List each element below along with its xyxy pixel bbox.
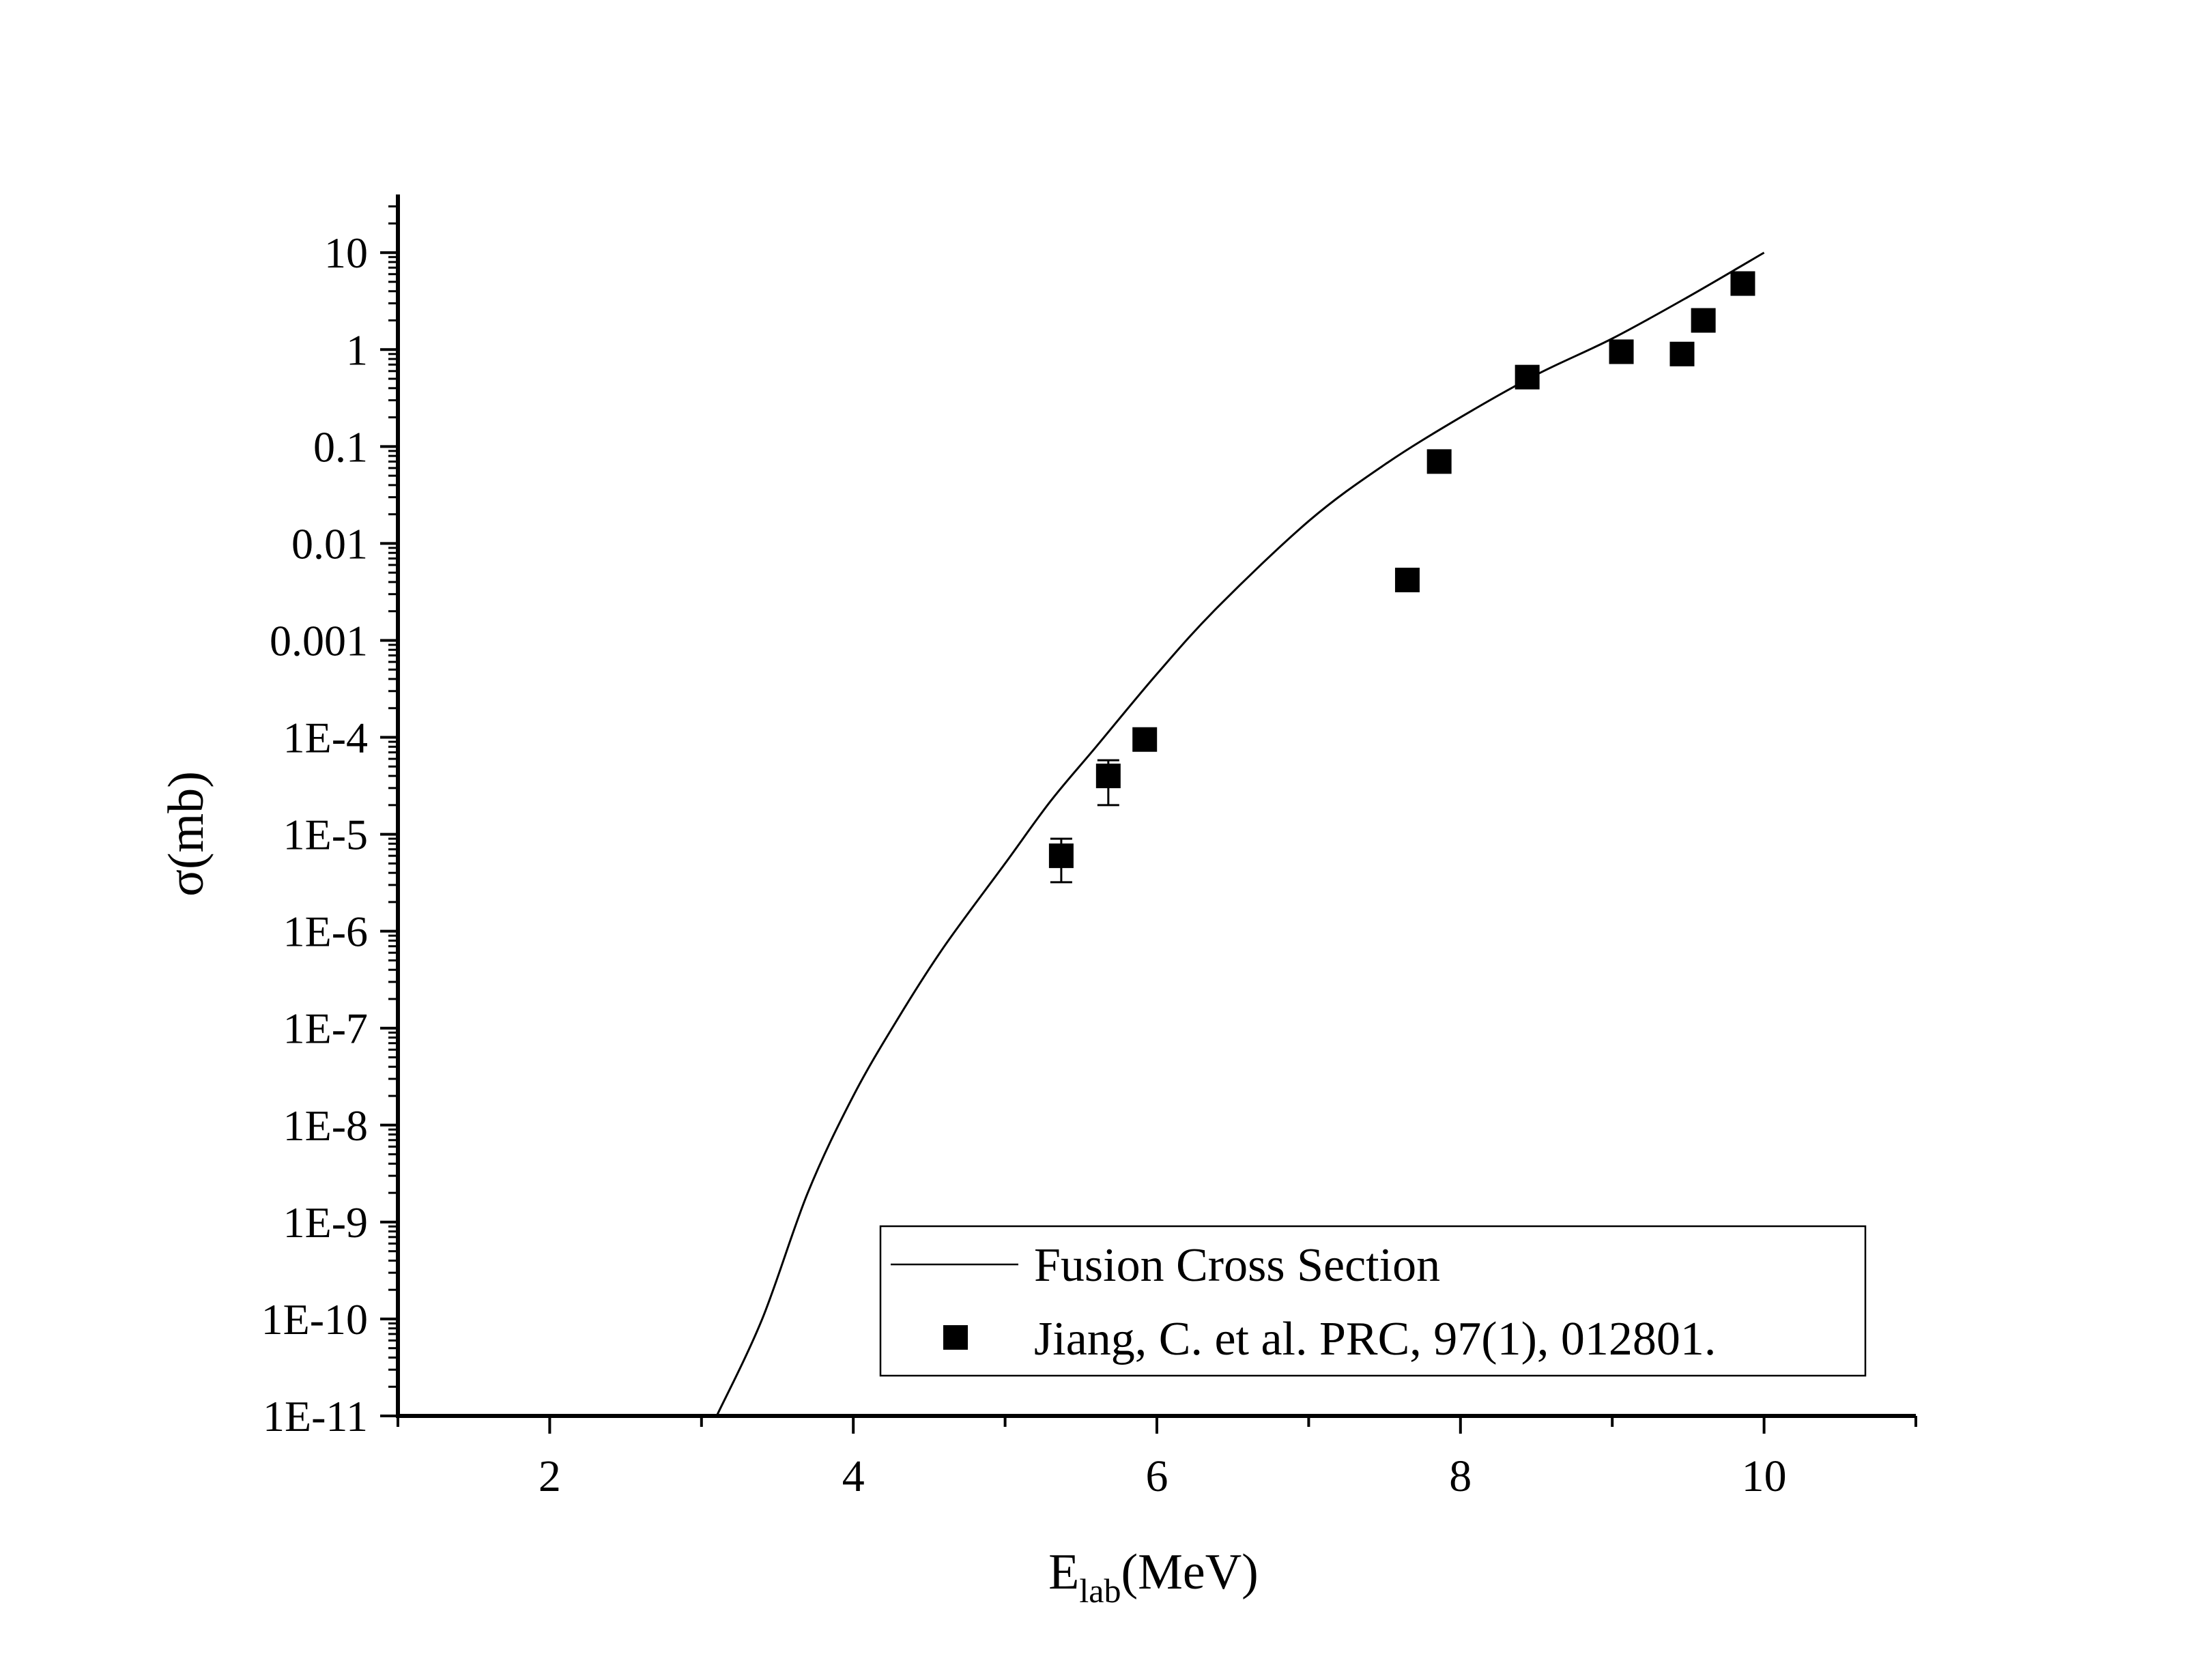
x-axis-label-unit: (MeV)	[1121, 1544, 1258, 1600]
x-tick-label: 6	[1146, 1451, 1168, 1501]
legend-box	[879, 1225, 1867, 1377]
axis-ticks: 2 4 6 8 10 10 1 0.1 0.01 0.001 1E-4 1E-5 1E-6 1E-7 1E-…	[261, 205, 1917, 1501]
legend-label-fusion: Fusion Cross Section	[1034, 1239, 1440, 1292]
y-tick-label: 0.001	[270, 616, 368, 665]
plot-area	[715, 251, 1765, 1417]
x-tick-label: 4	[842, 1451, 865, 1501]
y-tick-label: 0.1	[313, 422, 368, 471]
x-axis-label: Elab(MeV)	[1048, 1544, 1259, 1610]
x-tick-label: 2	[539, 1451, 561, 1501]
data-point-square	[1095, 764, 1121, 789]
data-point-square	[1132, 727, 1158, 752]
y-tick-label: 1E-9	[283, 1198, 368, 1247]
data-point-square	[1730, 271, 1755, 296]
y-tick-label: 1E-10	[261, 1295, 368, 1344]
y-tick-label: 10	[324, 229, 368, 277]
data-point-square	[1691, 308, 1716, 333]
data-point-square	[1515, 364, 1540, 390]
data-point-square	[1048, 843, 1074, 869]
y-tick-label: 1E-8	[283, 1101, 368, 1150]
data-point-square	[1609, 339, 1634, 364]
y-tick-label: 1E-7	[283, 1004, 368, 1053]
x-tick-label: 10	[1742, 1451, 1787, 1501]
x-tick-label: 8	[1449, 1451, 1472, 1501]
data-point-square	[1426, 449, 1452, 474]
y-tick-label: 1E-6	[283, 908, 368, 956]
y-tick-label: 1E-4	[283, 714, 368, 762]
data-point-square	[1394, 567, 1420, 592]
y-tick-label: 1	[346, 325, 368, 374]
x-axis-label-main: E	[1048, 1544, 1079, 1600]
legend: Fusion Cross Section Jiang, C. et al. PR…	[879, 1225, 1867, 1377]
y-tick-label: 1E-5	[283, 811, 368, 859]
x-axis-label-subscript: lab	[1079, 1572, 1121, 1610]
legend-marker-swatch	[943, 1325, 968, 1350]
y-tick-label: 0.01	[291, 519, 368, 568]
y-axis-label: σ(mb)	[158, 771, 214, 897]
y-tick-label: 1E-11	[263, 1392, 368, 1440]
legend-label-jiang: Jiang, C. et al. PRC, 97(1), 012801.	[1034, 1313, 1716, 1365]
data-point-square	[1669, 341, 1695, 366]
